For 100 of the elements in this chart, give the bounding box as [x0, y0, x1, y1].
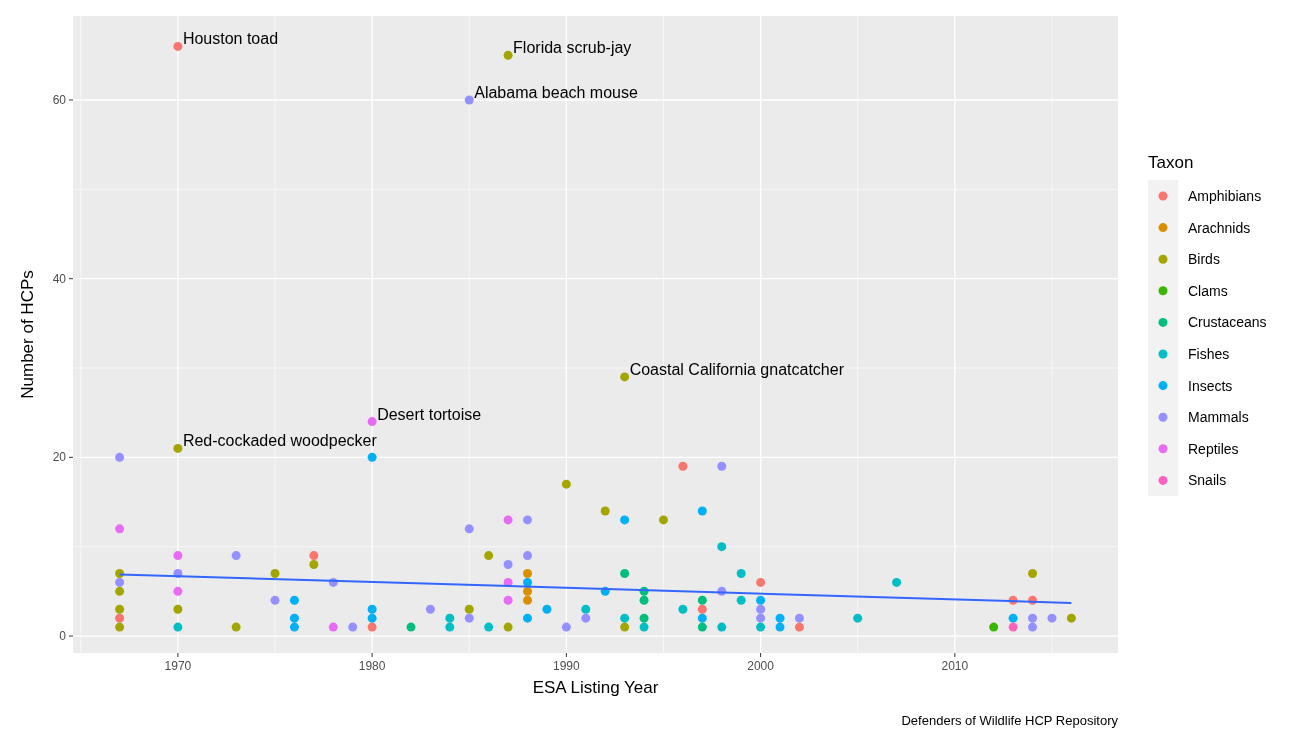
- annotation: Houston toad: [182, 30, 279, 48]
- legend-label: Mammals: [1188, 409, 1249, 426]
- point: [658, 515, 668, 525]
- point: [115, 452, 125, 462]
- point: [775, 613, 785, 623]
- point: [1028, 613, 1038, 623]
- point: [600, 506, 610, 516]
- point: [523, 515, 533, 525]
- point: [464, 95, 474, 105]
- x-tick-label: 1970: [164, 659, 192, 673]
- legend-label: Clams: [1188, 282, 1228, 299]
- point: [173, 604, 183, 614]
- point: [289, 595, 299, 605]
- point: [620, 515, 630, 525]
- point: [523, 613, 533, 623]
- point: [1066, 613, 1076, 623]
- point: [523, 586, 533, 596]
- annotation: Florida scrub-jay: [513, 39, 632, 57]
- point: [697, 622, 707, 632]
- point: [289, 613, 299, 623]
- point: [367, 604, 377, 614]
- point: [445, 622, 455, 632]
- x-tick-label: 2010: [941, 659, 969, 673]
- point: [503, 515, 513, 525]
- point: [231, 551, 241, 561]
- point: [853, 613, 863, 623]
- point: [464, 604, 474, 614]
- point: [892, 577, 902, 587]
- point: [678, 461, 688, 471]
- point: [639, 622, 649, 632]
- point: [697, 613, 707, 623]
- point: [503, 595, 513, 605]
- point: [173, 41, 183, 51]
- point: [542, 604, 552, 614]
- point: [270, 568, 280, 578]
- y-tick-label: 60: [52, 92, 67, 107]
- point: [484, 551, 494, 561]
- point: [736, 568, 746, 578]
- point: [1047, 613, 1057, 623]
- point: [639, 613, 649, 623]
- annotation: Red-cockaded woodpecker: [182, 432, 378, 450]
- y-axis-title: Number of HCPs: [18, 270, 37, 399]
- point: [523, 551, 533, 561]
- point: [406, 622, 416, 632]
- annotation: Coastal California gnatcatcher: [629, 360, 845, 378]
- point: [270, 595, 280, 605]
- legend-label: Crustaceans: [1188, 314, 1267, 331]
- point: [1028, 622, 1038, 632]
- point: [367, 622, 377, 632]
- point: [173, 586, 183, 596]
- point: [1028, 568, 1038, 578]
- x-axis-title: ESA Listing Year: [532, 678, 659, 697]
- point: [1008, 613, 1018, 623]
- x-tick-label: 1990: [553, 659, 581, 673]
- legend-label: Reptiles: [1188, 440, 1239, 457]
- point: [620, 568, 630, 578]
- point: [309, 551, 319, 561]
- point: [503, 50, 513, 60]
- point: [503, 622, 513, 632]
- legend-label: Amphibians: [1188, 188, 1262, 204]
- point: [289, 622, 299, 632]
- point: [620, 372, 630, 382]
- point: [756, 604, 766, 614]
- point: [115, 604, 125, 614]
- point: [115, 524, 125, 534]
- point: [561, 479, 571, 489]
- point: [620, 613, 630, 623]
- legend-label: Birds: [1188, 251, 1220, 268]
- point: [328, 622, 338, 632]
- legend-title: Taxon: [1148, 153, 1194, 172]
- point: [425, 604, 435, 614]
- point: [115, 586, 125, 596]
- point: [756, 622, 766, 632]
- point: [581, 604, 591, 614]
- point: [523, 568, 533, 578]
- point: [445, 613, 455, 623]
- point: [173, 551, 183, 561]
- point: [678, 604, 688, 614]
- point: [173, 622, 183, 632]
- text: Defenders of Wildlife HCP Repository: [901, 713, 1119, 728]
- point: [309, 560, 319, 570]
- point: [639, 595, 649, 605]
- point: [717, 622, 727, 632]
- legend-label: Arachnids: [1188, 219, 1251, 236]
- point: [523, 595, 533, 605]
- y-tick-label: 0: [59, 629, 67, 644]
- point: [736, 595, 746, 605]
- point: [581, 613, 591, 623]
- point: [989, 622, 999, 632]
- legend-label: Snails: [1188, 472, 1227, 489]
- point: [367, 417, 377, 427]
- point: [484, 622, 494, 632]
- point: [756, 595, 766, 605]
- y-tick-label: 40: [52, 271, 67, 286]
- x-tick-label: 1980: [358, 659, 386, 673]
- point: [756, 577, 766, 587]
- point: [115, 577, 125, 587]
- point: [367, 452, 377, 462]
- point: [503, 560, 513, 570]
- y-tick-label: 20: [52, 450, 67, 465]
